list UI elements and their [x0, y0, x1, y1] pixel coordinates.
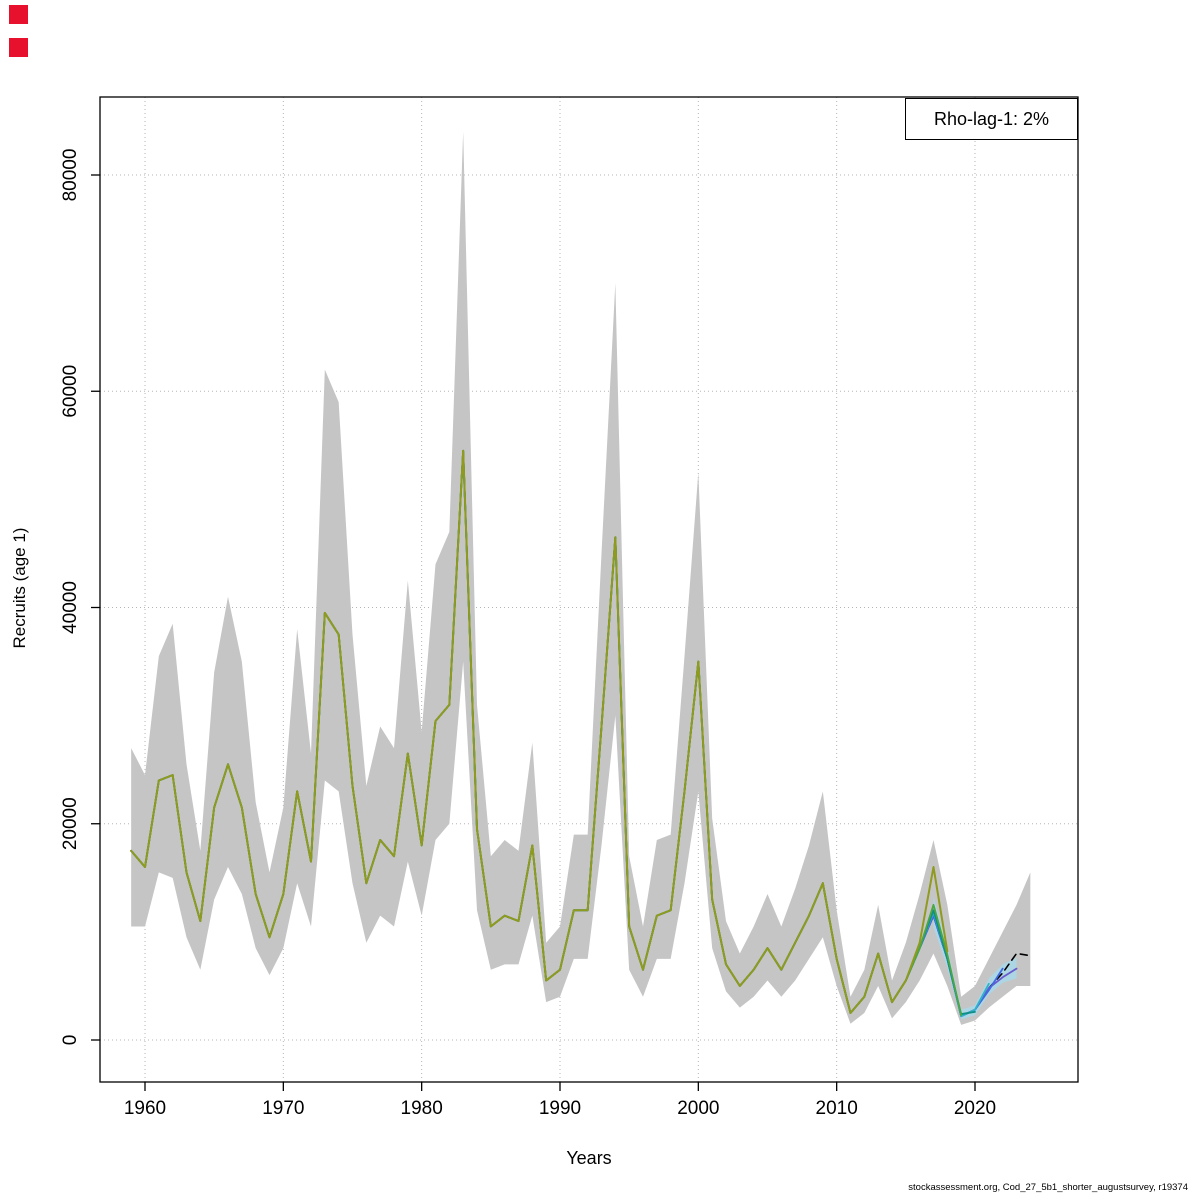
- plot-frame: [99, 96, 1079, 1083]
- y-tick-label: 0: [60, 1035, 81, 1046]
- footer-attribution: stockassessment.org, Cod_27_5b1_shorter_…: [908, 1182, 1188, 1193]
- x-tick-label: 2010: [816, 1098, 858, 1119]
- y-axis-title: Recruits (age 1): [10, 527, 29, 649]
- y-tick-label: 60000: [60, 365, 81, 418]
- legend-box: Rho-lag-1: 2%: [905, 98, 1078, 140]
- x-tick-label: 1980: [401, 1098, 443, 1119]
- legend-label: Rho-lag-1: 2%: [933, 108, 1050, 129]
- y-tick-label: 80000: [60, 149, 81, 202]
- red-marker-top: [9, 5, 28, 24]
- series-line-peel-0: [130, 449, 949, 1014]
- confidence-band: [131, 131, 1031, 1025]
- x-tick-label: 1990: [539, 1098, 581, 1119]
- red-marker-bottom: [9, 38, 28, 57]
- x-tick-label: 1960: [124, 1098, 166, 1119]
- x-tick-label: 2020: [954, 1098, 996, 1119]
- x-tick-label: 1970: [262, 1098, 304, 1119]
- y-tick-label: 20000: [60, 797, 81, 850]
- x-tick-label: 2000: [677, 1098, 719, 1119]
- y-tick-label: 40000: [60, 581, 81, 634]
- x-axis-title: Years: [566, 1148, 612, 1168]
